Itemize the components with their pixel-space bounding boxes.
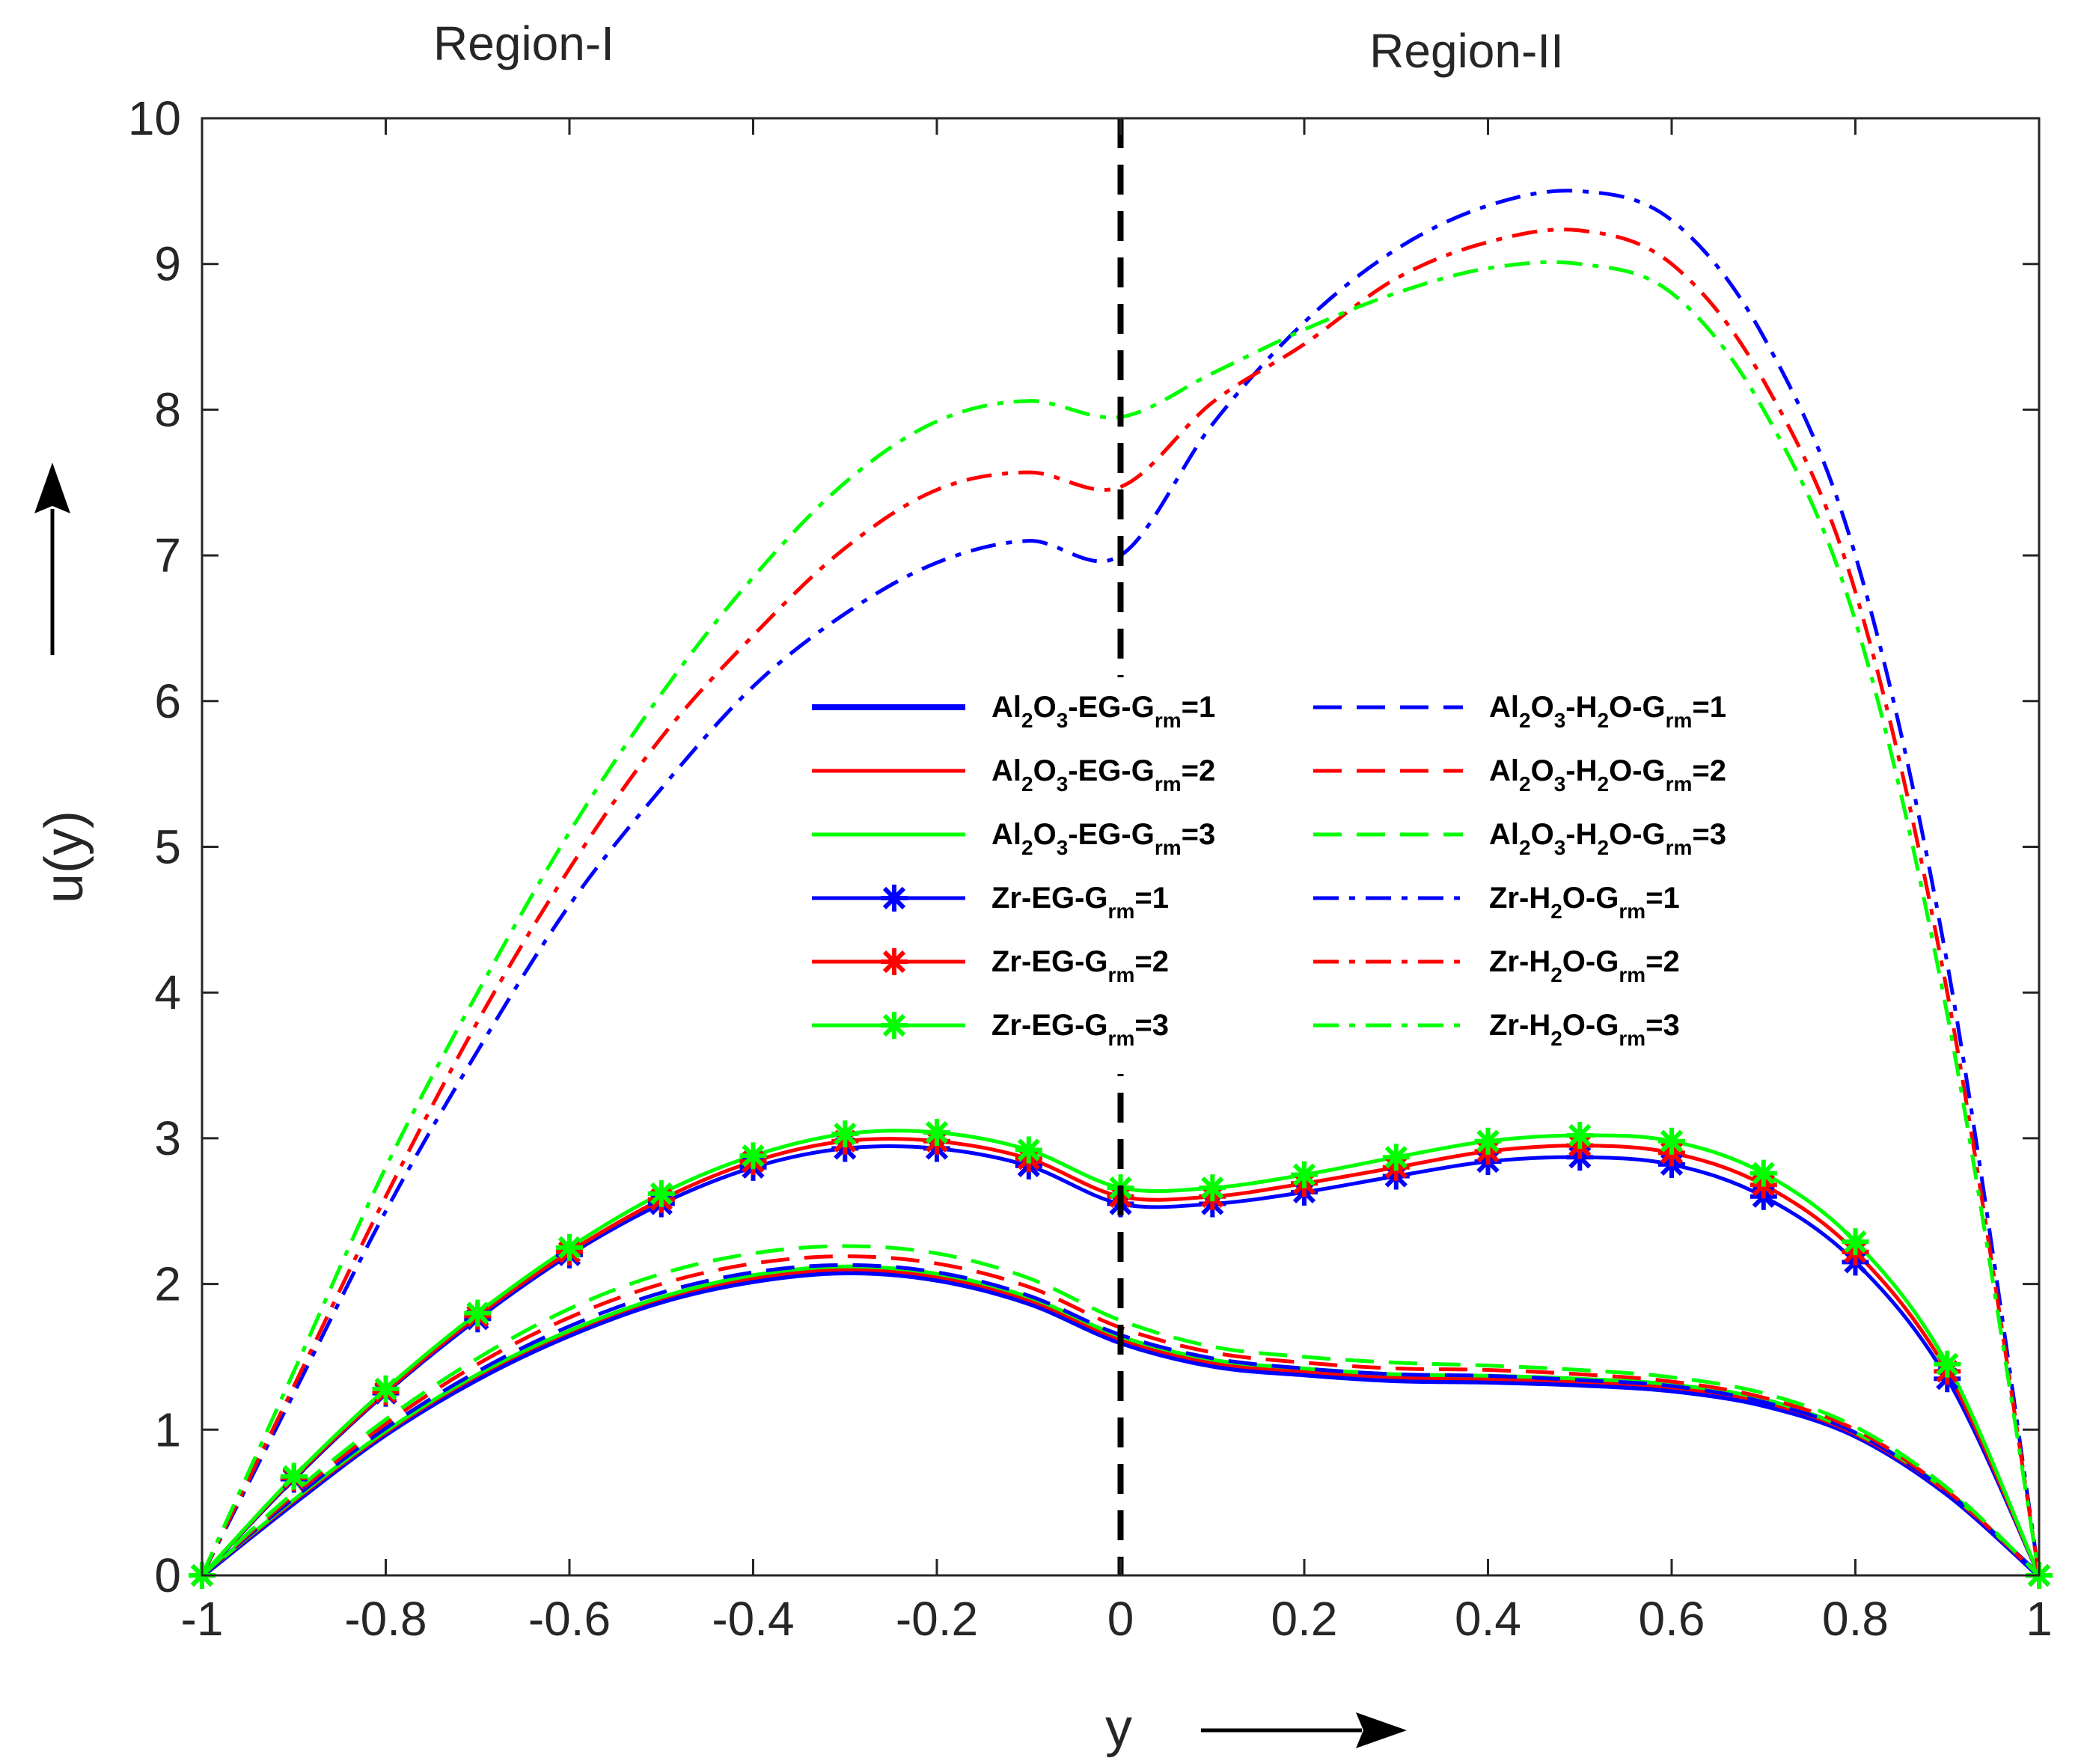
legend-item-al2o3-h2o-2: Al2O3-H2O-Grm=2 (1313, 754, 1726, 796)
asterisk-marker-icon (881, 1012, 908, 1039)
data-point-marker (831, 1120, 859, 1148)
legend-item-zr-eg-3: Zr-EG-Grm=3 (812, 1009, 1169, 1050)
data-point-marker (372, 1375, 400, 1403)
legend-item-al2o3-eg-3: Al2O3-EG-Grm=3 (812, 818, 1215, 859)
legend-item-al2o3-eg-1: Al2O3-EG-Grm=1 (812, 691, 1215, 732)
legend-item-zr-h2o-2: Zr-H2O-Grm=2 (1313, 945, 1680, 986)
x-tick-label: -0.4 (712, 1592, 794, 1646)
x-tick-label: -0.6 (528, 1592, 611, 1646)
x-tick-label: 0.4 (1455, 1592, 1521, 1646)
legend-item-al2o3-h2o-3: Al2O3-H2O-Grm=3 (1313, 818, 1726, 859)
x-tick-label: 0 (1107, 1592, 1134, 1646)
region-label-1: Region-I (433, 16, 614, 70)
x-tick-label: -1 (181, 1592, 224, 1646)
asterisk-marker-icon (881, 948, 908, 975)
y-tick-label: 9 (154, 237, 181, 291)
y-tick-label: 0 (154, 1548, 181, 1602)
svg-text:Al2O3-H2O-Grm=1: Al2O3-H2O-Grm=1 (1489, 691, 1726, 732)
x-axis-title: y (1105, 1698, 1132, 1758)
y-tick-label: 2 (154, 1257, 181, 1311)
y-tick-label: 4 (154, 965, 181, 1019)
y-tick-label: 5 (154, 820, 181, 874)
data-point-marker (1566, 1122, 1594, 1149)
y-tick-label: 3 (154, 1111, 181, 1165)
region-label-2: Region-II (1369, 24, 1564, 78)
svg-text:Zr-EG-Grm=1: Zr-EG-Grm=1 (991, 882, 1169, 923)
svg-text:Zr-EG-Grm=2: Zr-EG-Grm=2 (991, 945, 1169, 986)
series-line-al2o3-h2o-grm=3 (201, 1244, 2041, 1577)
y-tick-label: 1 (154, 1403, 181, 1456)
marker-layer (189, 1119, 2053, 1589)
x-direction-arrow-icon (1201, 1712, 1407, 1748)
series-line-zr-h2o-grm=2 (200, 228, 2041, 1577)
legend-item-zr-h2o-3: Zr-H2O-Grm=3 (1313, 1009, 1680, 1050)
svg-text:Al2O3-EG-Grm=1: Al2O3-EG-Grm=1 (991, 691, 1215, 732)
svg-text:Zr-H2O-Grm=2: Zr-H2O-Grm=2 (1489, 945, 1680, 986)
legend: Al2O3-EG-Grm=1 Al2O3-EG-Grm=2 Al2O3-EG-G… (793, 677, 1803, 1074)
data-point-marker (1842, 1228, 1869, 1256)
data-point-marker (923, 1119, 950, 1147)
y-tick-label: 6 (154, 674, 181, 728)
svg-text:Zr-H2O-Grm=3: Zr-H2O-Grm=3 (1489, 1009, 1680, 1050)
data-point-marker (1474, 1127, 1502, 1155)
y-tick-label: 8 (154, 382, 181, 436)
legend-background (793, 677, 1803, 1074)
legend-item-al2o3-h2o-1: Al2O3-H2O-Grm=1 (1313, 691, 1726, 732)
x-tick-label: -0.2 (896, 1592, 978, 1646)
svg-text:Al2O3-H2O-Grm=2: Al2O3-H2O-Grm=2 (1489, 754, 1726, 796)
legend-item-zr-eg-2: Zr-EG-Grm=2 (812, 945, 1169, 986)
data-point-marker (1658, 1127, 1685, 1155)
data-point-marker (556, 1233, 583, 1261)
legend-item-zr-eg-1: Zr-EG-Grm=1 (812, 882, 1169, 923)
svg-text:Al2O3-H2O-Grm=3: Al2O3-H2O-Grm=3 (1489, 818, 1726, 859)
legend-item-al2o3-eg-2: Al2O3-EG-Grm=2 (812, 754, 1215, 796)
x-tick-label: 1 (2026, 1592, 2053, 1646)
y-direction-arrow-icon (34, 463, 70, 655)
y-axis-title: u(y) (34, 811, 94, 903)
svg-text:Al2O3-EG-Grm=2: Al2O3-EG-Grm=2 (991, 754, 1215, 796)
data-point-marker (647, 1179, 675, 1207)
svg-text:Zr-EG-Grm=3: Zr-EG-Grm=3 (991, 1009, 1169, 1050)
data-point-marker (464, 1299, 492, 1327)
data-point-marker (1382, 1144, 1410, 1171)
data-point-marker (280, 1462, 308, 1490)
x-tick-label: -0.8 (344, 1592, 427, 1646)
data-point-marker (1199, 1174, 1226, 1202)
data-point-marker (1291, 1161, 1318, 1188)
x-tick-label: 0.2 (1271, 1592, 1338, 1646)
legend-item-zr-h2o-1: Zr-H2O-Grm=1 (1313, 882, 1680, 923)
svg-text:Zr-H2O-Grm=1: Zr-H2O-Grm=1 (1489, 882, 1680, 923)
data-point-marker (1015, 1136, 1042, 1164)
x-tick-label: 0.8 (1822, 1592, 1889, 1646)
data-point-marker (739, 1142, 767, 1170)
data-point-marker (1934, 1350, 1961, 1378)
asterisk-marker-icon (881, 885, 908, 912)
y-tick-label: 10 (128, 91, 181, 145)
y-tick-label: 7 (154, 528, 181, 582)
series-line-zr-h2o-grm=3 (200, 260, 2041, 1577)
tick-layer: -1 -0.8 -0.6 -0.4 -0.2 0 0.2 0.4 0.6 0.8 101234567… (128, 91, 2053, 1646)
data-point-marker (1749, 1159, 1777, 1187)
svg-text:Al2O3-EG-Grm=3: Al2O3-EG-Grm=3 (991, 818, 1215, 859)
x-tick-label: 0.6 (1639, 1592, 1705, 1646)
